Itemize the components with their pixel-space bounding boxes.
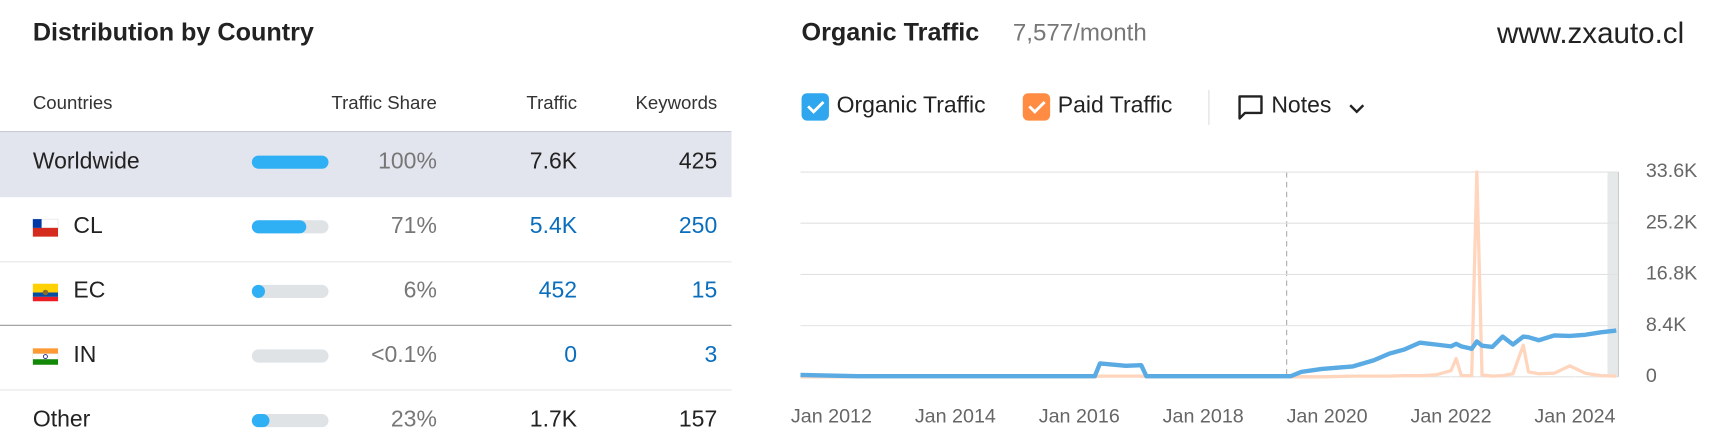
checkmark [807,100,825,114]
row-highlight [0,131,732,198]
traffic-share: <0.1% [371,341,437,367]
keywords[interactable]: 3 [704,341,717,367]
y-tick-label: 16.8K [1646,263,1698,285]
legend-label: Organic Traffic [837,91,986,117]
chart-subtitle: 7,577/month [1013,19,1147,46]
chart-title: Organic Traffic [802,19,980,47]
y-tick-label: 25.2K [1646,211,1698,233]
share-bar [251,155,329,169]
traffic[interactable]: 452 [539,276,577,302]
traffic-share: 6% [404,276,437,302]
traffic[interactable]: 0 [564,341,577,367]
legend-item[interactable]: Organic Traffic [801,91,986,121]
legend-item[interactable]: Paid Traffic [1022,91,1173,121]
keywords[interactable]: 15 [692,276,718,302]
keywords[interactable]: 250 [679,212,717,238]
column-header: Traffic [526,92,577,113]
domain: www.zxauto.cl [1496,17,1684,50]
x-tick-label: Jan 2014 [915,406,996,428]
flag-in [32,348,59,365]
series-line [800,328,1617,379]
notes-label[interactable]: Notes [1271,91,1331,117]
panel-title: Distribution by Country [33,19,314,47]
traffic: 1.7K [530,406,578,432]
traffic-share: 100% [378,147,437,173]
flag-cl [32,218,59,237]
country: Worldwide [33,147,140,173]
flag-ec [32,283,59,302]
plot [800,170,1619,382]
share-bar [251,414,270,428]
checkbox[interactable] [801,93,829,121]
keywords: 157 [679,406,717,432]
country: Other [33,406,91,432]
notes-button[interactable]: Notes [1238,91,1365,120]
y-tick-label: 33.6K [1646,160,1698,182]
checkbox[interactable] [1022,93,1051,121]
y-tick-label: 0 [1646,365,1657,387]
share-track [251,414,329,428]
country: EC [73,276,105,302]
x-tick-label: Jan 2020 [1287,406,1368,428]
traffic-share: 23% [391,406,437,432]
x-tick-label: Jan 2012 [791,406,872,428]
legend: Organic Traffic Paid Traffic [801,91,1173,121]
country: CL [73,212,103,238]
traffic-share: 71% [391,212,437,238]
share-track [251,349,329,363]
x-tick-label: Jan 2024 [1534,406,1615,428]
column-header: Traffic Share [331,92,437,113]
share-track [251,284,329,298]
traffic: 7.6K [530,147,578,173]
checkmark [1028,100,1046,114]
keywords: 425 [679,147,717,173]
series-line [800,170,1617,379]
y-tick-label: 8.4K [1646,314,1687,336]
legend-label: Paid Traffic [1058,91,1173,117]
table-rows: Worldwide 100% 7.6K 425 CL 71% 5.4K 250 EC 6% 452 1… [33,147,717,431]
column-header: Keywords [636,92,718,113]
share-bar [251,220,307,234]
x-tick-label: Jan 2018 [1163,406,1244,428]
share-bar [251,284,265,298]
column-header: Countries [33,92,113,113]
traffic[interactable]: 5.4K [530,212,578,238]
x-tick-label: Jan 2022 [1410,406,1491,428]
x-tick-label: Jan 2016 [1039,406,1120,428]
country: IN [73,341,96,367]
